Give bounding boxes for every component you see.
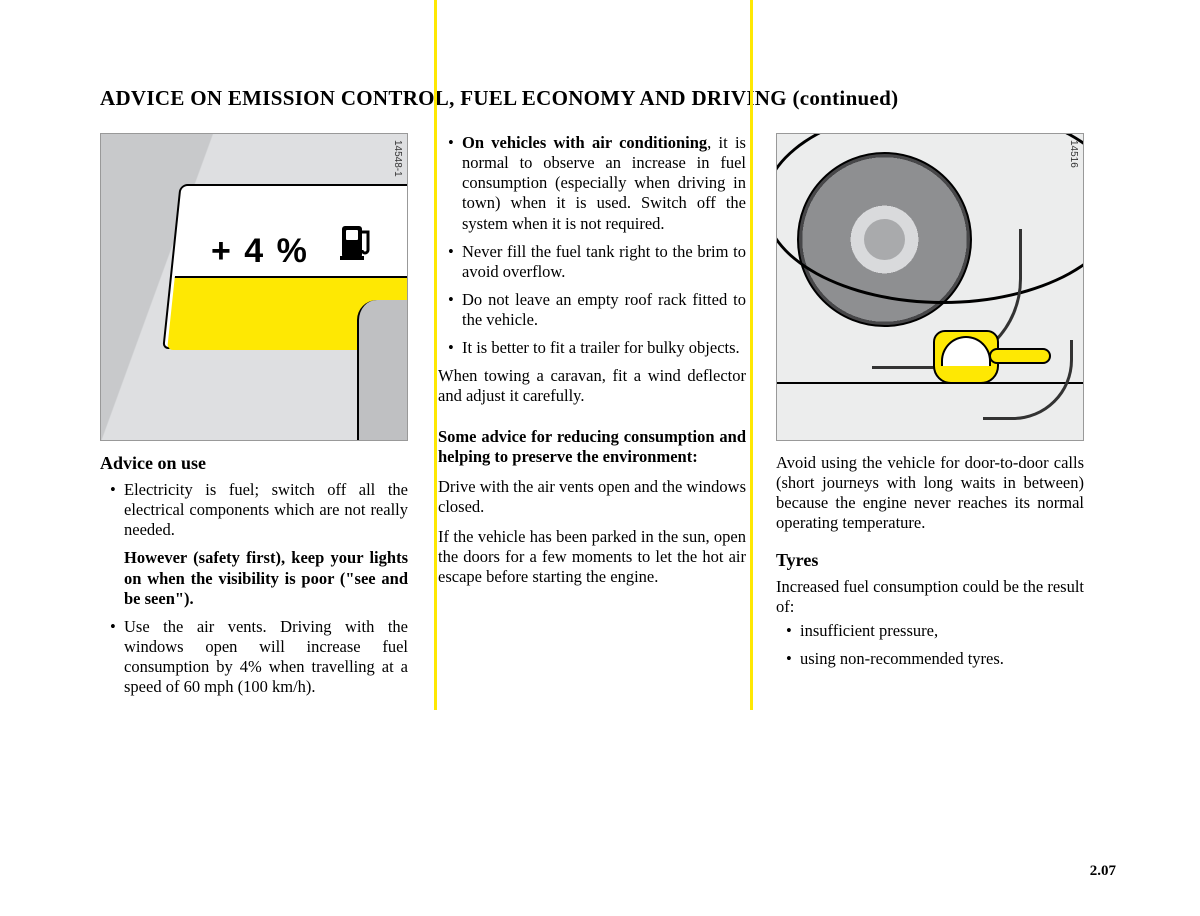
safety-note: However (safety first), keep your lights… [124, 548, 408, 608]
vents-para: Drive with the air vents open and the wi… [438, 477, 746, 517]
advice-list: Electricity is fuel; switch off all the … [100, 480, 408, 697]
list-item: Electricity is fuel; switch off all the … [112, 480, 408, 609]
content-columns: + 4 % 14548-1 Advice on use Electricity … [100, 133, 1120, 705]
environment-heading: Some advice for reducing consumption and… [438, 427, 746, 467]
figure-window-fuel: + 4 % 14548-1 [100, 133, 408, 441]
tyres-intro: Increased fuel consumption could be the … [776, 577, 1084, 617]
list-item: Never fill the fuel tank right to the br… [450, 242, 746, 282]
caravan-para: When towing a caravan, fit a wind deflec… [438, 366, 746, 406]
list-item: Do not leave an empty roof rack fitted t… [450, 290, 746, 330]
fuel-pump-icon [337, 222, 379, 262]
tyres-heading: Tyres [776, 550, 1084, 571]
column-divider [750, 0, 753, 710]
figure-ref: 14516 [1068, 140, 1079, 168]
list-item: Use the air vents. Driving with the wind… [112, 617, 408, 698]
list-item: On vehicles with air conditioning, it is… [450, 133, 746, 234]
manual-page: ADVICE ON EMISSION CONTROL, FUEL ECONOMY… [0, 0, 1200, 916]
column-right: 14516 Avoid using the vehicle for door-t… [776, 133, 1084, 705]
figure-tyre-gauge: 14516 [776, 133, 1084, 441]
list-item: using non-recommended tyres. [788, 649, 1084, 669]
column-middle: On vehicles with air conditioning, it is… [438, 133, 746, 705]
door-to-door-para: Avoid using the vehicle for door-to-door… [776, 453, 1084, 534]
tyres-list: insufficient pressure, using non-recomme… [776, 621, 1084, 669]
advice-on-use-heading: Advice on use [100, 453, 408, 474]
page-number: 2.07 [1090, 863, 1116, 880]
figure-overlay-text: + 4 % [211, 232, 309, 271]
page-title: ADVICE ON EMISSION CONTROL, FUEL ECONOMY… [100, 86, 1120, 111]
column-left: + 4 % 14548-1 Advice on use Electricity … [100, 133, 408, 705]
list-item: insufficient pressure, [788, 621, 1084, 641]
sun-para: If the vehicle has been parked in the su… [438, 527, 746, 587]
column-divider [434, 0, 437, 710]
tips-list: On vehicles with air conditioning, it is… [438, 133, 746, 358]
list-item: It is better to fit a trailer for bulky … [450, 338, 746, 358]
figure-ref: 14548-1 [392, 140, 403, 177]
pressure-gauge-icon [933, 330, 1053, 388]
